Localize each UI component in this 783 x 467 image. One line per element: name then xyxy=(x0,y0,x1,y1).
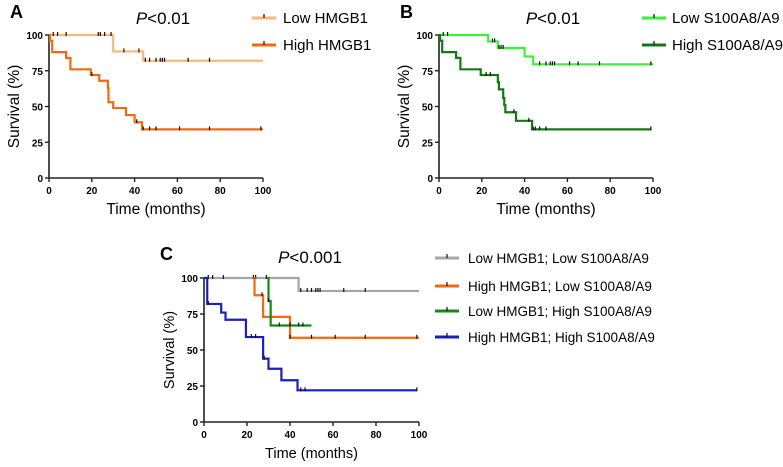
p-value-title-a: P<0.01 xyxy=(135,9,191,28)
panel-b: B 0 25 50 75 100 0 20 40 60 80 100 Time (months) Surv… xyxy=(396,2,783,218)
series-low-hmgb1-high-s100a8-a9: Low HMGB1; High S100A8/A9 xyxy=(267,276,652,327)
x-tick-label: 60 xyxy=(327,430,339,441)
y-tick-label: 50 xyxy=(422,103,434,114)
y-axis-label: Survival (%) xyxy=(396,65,413,149)
x-tick-label: 100 xyxy=(645,186,662,197)
survival-curve xyxy=(204,276,419,293)
survival-curve xyxy=(439,33,653,66)
legend-label: High HMGB1; High S100A8/A9 xyxy=(468,330,655,345)
panel-c: C 0 25 50 75 100 0 20 40 60 80 100 Time (months) Surv… xyxy=(160,244,655,462)
x-tick-label: 40 xyxy=(284,430,296,441)
survival-curve xyxy=(49,33,263,62)
y-axis-label: Survival (%) xyxy=(6,65,23,149)
survival-curve xyxy=(48,33,263,131)
y-tick-label: 25 xyxy=(187,382,199,393)
y-tick-label: 0 xyxy=(37,174,43,185)
x-tick-label: 0 xyxy=(201,430,207,441)
x-tick-label: 60 xyxy=(172,186,184,197)
p-value-title-c: P<0.001 xyxy=(278,248,342,267)
legend-label: High HMGB1 xyxy=(283,37,371,54)
legend-label: Low S100A8/A9 xyxy=(672,10,780,27)
panel-label: C xyxy=(160,244,173,264)
y-tick-label: 75 xyxy=(422,67,434,78)
legend-label: Low HMGB1; High S100A8/A9 xyxy=(468,304,652,319)
series-high-hmgb1: High HMGB1 xyxy=(48,33,371,131)
x-tick-label: 60 xyxy=(562,186,574,197)
y-axis-label: Survival (%) xyxy=(162,311,178,389)
survival-curve xyxy=(204,276,417,392)
y-tick-label: 75 xyxy=(187,310,199,321)
legend-label: Low HMGB1; Low S100A8/A9 xyxy=(468,251,649,266)
y-tick-label: 0 xyxy=(427,174,433,185)
panel-a: A 0 25 50 75 100 0 20 40 60 80 100 Time (months) Surv… xyxy=(6,2,371,218)
y-tick-label: 0 xyxy=(192,418,198,429)
y-tick-label: 100 xyxy=(26,31,43,42)
series-high-hmgb1-low-s100a8-a9: High HMGB1; Low S100A8/A9 xyxy=(253,276,652,339)
x-axis-label: Time (months) xyxy=(265,446,358,462)
y-tick-label: 50 xyxy=(32,103,44,114)
y-tick-label: 25 xyxy=(422,138,434,149)
x-axis-label: Time (months) xyxy=(106,201,205,218)
panel-label: B xyxy=(400,2,413,22)
survival-curve xyxy=(438,33,651,131)
x-tick-label: 0 xyxy=(436,186,442,197)
series-low-s100a8-a9: Low S100A8/A9 xyxy=(439,10,780,66)
legend-label: Low HMGB1 xyxy=(283,10,368,27)
survival-curve xyxy=(267,276,312,327)
x-tick-label: 20 xyxy=(86,186,98,197)
x-axis-label: Time (months) xyxy=(496,201,595,218)
x-tick-label: 40 xyxy=(519,186,531,197)
x-tick-label: 80 xyxy=(605,186,617,197)
series-low-hmgb1: Low HMGB1 xyxy=(49,10,368,62)
series-low-hmgb1-low-s100a8-a9: Low HMGB1; Low S100A8/A9 xyxy=(204,251,649,293)
series-high-s100a8-a9: High S100A8/A9 xyxy=(438,33,783,131)
survival-curve xyxy=(253,276,419,339)
x-tick-label: 100 xyxy=(411,430,428,441)
y-tick-label: 75 xyxy=(32,67,44,78)
y-tick-label: 100 xyxy=(416,31,433,42)
y-tick-label: 25 xyxy=(32,138,44,149)
x-tick-label: 80 xyxy=(215,186,227,197)
y-tick-label: 50 xyxy=(187,346,199,357)
x-tick-label: 20 xyxy=(476,186,488,197)
x-tick-label: 0 xyxy=(46,186,52,197)
legend-label: High S100A8/A9 xyxy=(672,37,783,54)
x-tick-label: 80 xyxy=(370,430,382,441)
p-value-title-b: P<0.01 xyxy=(525,9,581,28)
legend-label: High HMGB1; Low S100A8/A9 xyxy=(468,279,652,294)
x-tick-label: 20 xyxy=(241,430,253,441)
y-tick-label: 100 xyxy=(181,274,198,285)
panel-label: A xyxy=(10,2,23,22)
x-tick-label: 100 xyxy=(255,186,272,197)
x-tick-label: 40 xyxy=(129,186,141,197)
series-high-hmgb1-high-s100a8-a9: High HMGB1; High S100A8/A9 xyxy=(204,276,655,392)
